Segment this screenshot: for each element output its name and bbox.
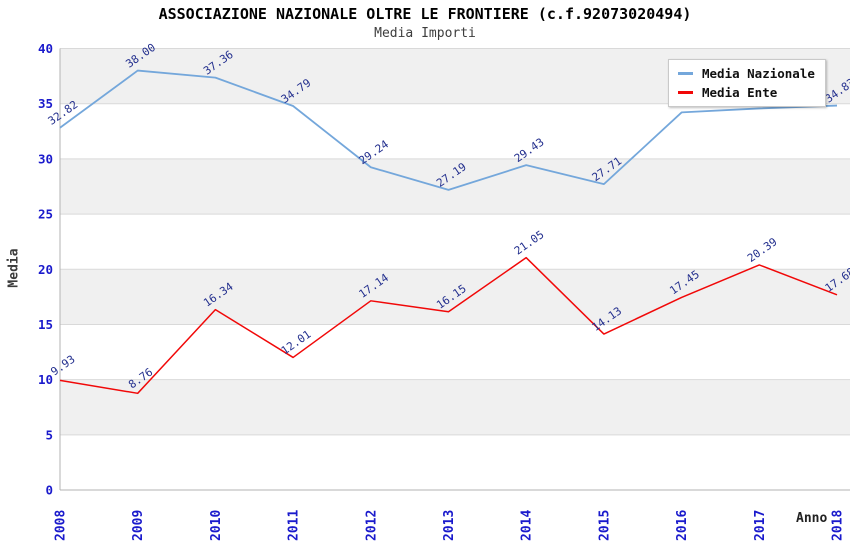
chart-subtitle: Media Importi (374, 26, 476, 41)
y-axis-title: Media (6, 248, 22, 288)
y-tick-label: 35 (38, 96, 53, 111)
plot-band (60, 379, 850, 435)
y-tick-label: 15 (38, 317, 53, 332)
x-tick-label: 2016 (675, 510, 690, 541)
plot-band (60, 103, 850, 159)
legend-item-media-nazionale: Media Nazionale (678, 66, 815, 81)
plot-band (60, 324, 850, 380)
plot-band (60, 269, 850, 325)
x-tick-label: 2010 (209, 510, 224, 541)
legend-label-media-ente: Media Ente (702, 85, 778, 100)
legend-item-media-ente: Media Ente (678, 85, 815, 100)
plot-band (60, 434, 850, 490)
plot-band (60, 214, 850, 270)
x-tick-label: 2018 (831, 510, 846, 541)
y-tick-label: 30 (38, 151, 53, 166)
y-tick-label: 10 (38, 372, 53, 387)
x-tick-label: 2009 (131, 510, 146, 541)
x-tick-label: 2013 (442, 510, 457, 541)
x-tick-label: 2008 (54, 510, 69, 541)
x-axis-title: Anno (796, 511, 828, 526)
series-line-media-nazionale (59, 69, 838, 191)
chart-title: ASSOCIAZIONE NAZIONALE OLTRE LE FRONTIER… (158, 5, 692, 23)
x-tick-label: 2014 (520, 510, 535, 541)
series-line-media-ente (59, 256, 838, 395)
media-ente-line-swatch-icon (678, 91, 693, 94)
y-tick-label: 20 (38, 262, 53, 277)
x-tick-label: 2012 (364, 510, 379, 541)
x-tick-label: 2011 (287, 510, 302, 541)
y-tick-label: 40 (38, 41, 53, 56)
media-nazionale-line-swatch-icon (678, 72, 693, 75)
legend-label-media-nazionale: Media Nazionale (702, 66, 815, 81)
y-tick-label: 5 (45, 427, 53, 442)
x-tick-label: 2015 (597, 510, 612, 541)
legend: Media Nazionale Media Ente (668, 59, 826, 107)
y-tick-label: 0 (45, 483, 53, 498)
x-tick-label: 2017 (753, 510, 768, 541)
plot-band (60, 158, 850, 215)
y-tick-label: 25 (38, 207, 53, 222)
